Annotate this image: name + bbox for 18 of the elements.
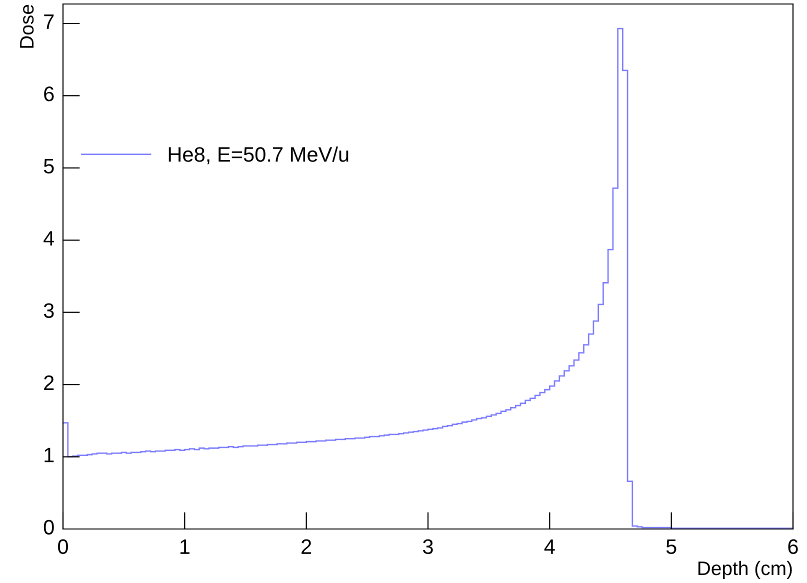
x-tick-label: 6 xyxy=(788,539,798,554)
x-tick-label: 1 xyxy=(180,539,190,554)
y-tick-label: 0 xyxy=(44,520,54,535)
y-tick-label: 1 xyxy=(44,448,54,462)
y-tick-label: 7 xyxy=(44,14,54,29)
x-tick-label: 3 xyxy=(423,539,433,554)
y-tick-label: 5 xyxy=(44,158,54,174)
x-tick-label: 5 xyxy=(666,539,676,554)
y-tick-label: 4 xyxy=(44,231,54,246)
x-tick-label: 2 xyxy=(302,539,312,554)
x-tick-label: 4 xyxy=(544,539,555,554)
x-tick-label: 0 xyxy=(58,539,68,554)
y-axis-title: Dose xyxy=(20,4,34,48)
y-tick-label: 3 xyxy=(44,303,54,318)
legend-label: He8, E=50.7 MeV/u xyxy=(168,146,348,164)
y-tick-label: 2 xyxy=(44,375,54,390)
x-axis-title: Depth (cm) xyxy=(698,560,792,580)
y-tick-label: 6 xyxy=(44,86,54,102)
